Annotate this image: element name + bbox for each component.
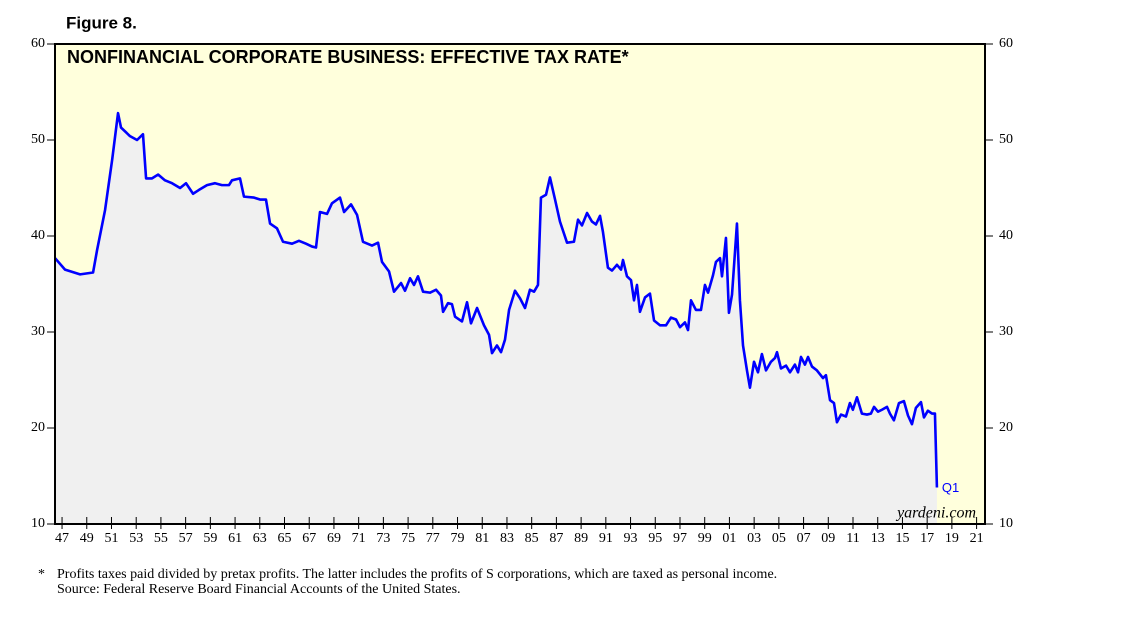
footnote: Profits taxes paid divided by pretax pro… xyxy=(57,567,777,582)
plot-border xyxy=(54,43,986,525)
x-tick-label: 01 xyxy=(722,531,736,546)
x-tick-label: 85 xyxy=(525,531,539,546)
x-tick-label: 13 xyxy=(871,531,885,546)
x-tick-label: 15 xyxy=(895,531,909,546)
x-tick-label: 61 xyxy=(228,531,242,546)
x-tick-label: 97 xyxy=(673,531,687,546)
y-tick-label: 20 xyxy=(31,420,45,435)
data-line xyxy=(54,111,939,488)
x-tick-label: 03 xyxy=(747,531,761,546)
x-tick-label: 73 xyxy=(376,531,390,546)
x-tick-label: 65 xyxy=(278,531,292,546)
x-tick-label: 67 xyxy=(302,531,316,546)
x-tick-label: 69 xyxy=(327,531,341,546)
area-fill xyxy=(55,113,937,525)
x-tick-label: 91 xyxy=(599,531,613,546)
y-tick-label: 60 xyxy=(31,36,45,51)
figure-label: Figure 8. xyxy=(66,13,137,32)
y2-tick-label: 60 xyxy=(999,36,1013,51)
y-tick-label: 10 xyxy=(31,516,45,531)
x-tick-label: 83 xyxy=(500,531,514,546)
chart-title: NONFINANCIAL CORPORATE BUSINESS: EFFECTI… xyxy=(67,47,629,67)
x-tick-label: 55 xyxy=(154,531,168,546)
y2-tick-label: 10 xyxy=(999,516,1013,531)
y2-tick-label: 50 xyxy=(999,132,1013,147)
x-tick-label: 63 xyxy=(253,531,267,546)
x-tick-label: 53 xyxy=(129,531,143,546)
x-tick-label: 11 xyxy=(846,531,859,546)
x-tick-label: 21 xyxy=(970,531,984,546)
x-tick-label: 87 xyxy=(549,531,563,546)
y2-tick-label: 40 xyxy=(999,228,1013,243)
data-label: Q1 xyxy=(942,480,959,495)
x-tick-label: 49 xyxy=(80,531,94,546)
x-tick-label: 81 xyxy=(475,531,489,546)
x-tick-label: 51 xyxy=(104,531,118,546)
watermark: yardeni.com xyxy=(895,505,976,522)
x-tick-label: 99 xyxy=(698,531,712,546)
x-tick-label: 95 xyxy=(648,531,662,546)
x-tick-label: 59 xyxy=(203,531,217,546)
x-tick-label: 47 xyxy=(55,531,69,546)
y-tick-label: 50 xyxy=(31,132,45,147)
x-tick-label: 07 xyxy=(797,531,811,546)
x-tick-label: 19 xyxy=(945,531,959,546)
y-tick-label: 30 xyxy=(31,324,45,339)
x-tick-label: 89 xyxy=(574,531,588,546)
x-tick-label: 71 xyxy=(352,531,366,546)
x-tick-label: 79 xyxy=(451,531,465,546)
x-tick-label: 93 xyxy=(624,531,638,546)
x-tick-label: 77 xyxy=(426,531,440,546)
footnote-marker: * xyxy=(38,567,45,582)
y-tick-label: 40 xyxy=(31,228,45,243)
x-tick-label: 17 xyxy=(920,531,934,546)
y2-tick-label: 30 xyxy=(999,324,1013,339)
plot-area: Q1 10 10 20 20 30 30 40 40 50 50 60 60 47 49 51 53 55 57 59… xyxy=(31,36,1013,546)
source-note: Source: Federal Reserve Board Financial … xyxy=(57,582,461,597)
x-tick-label: 05 xyxy=(772,531,786,546)
y2-tick-label: 20 xyxy=(999,420,1013,435)
x-tick-label: 75 xyxy=(401,531,415,546)
x-tick-label: 09 xyxy=(821,531,835,546)
x-tick-label: 57 xyxy=(179,531,193,546)
